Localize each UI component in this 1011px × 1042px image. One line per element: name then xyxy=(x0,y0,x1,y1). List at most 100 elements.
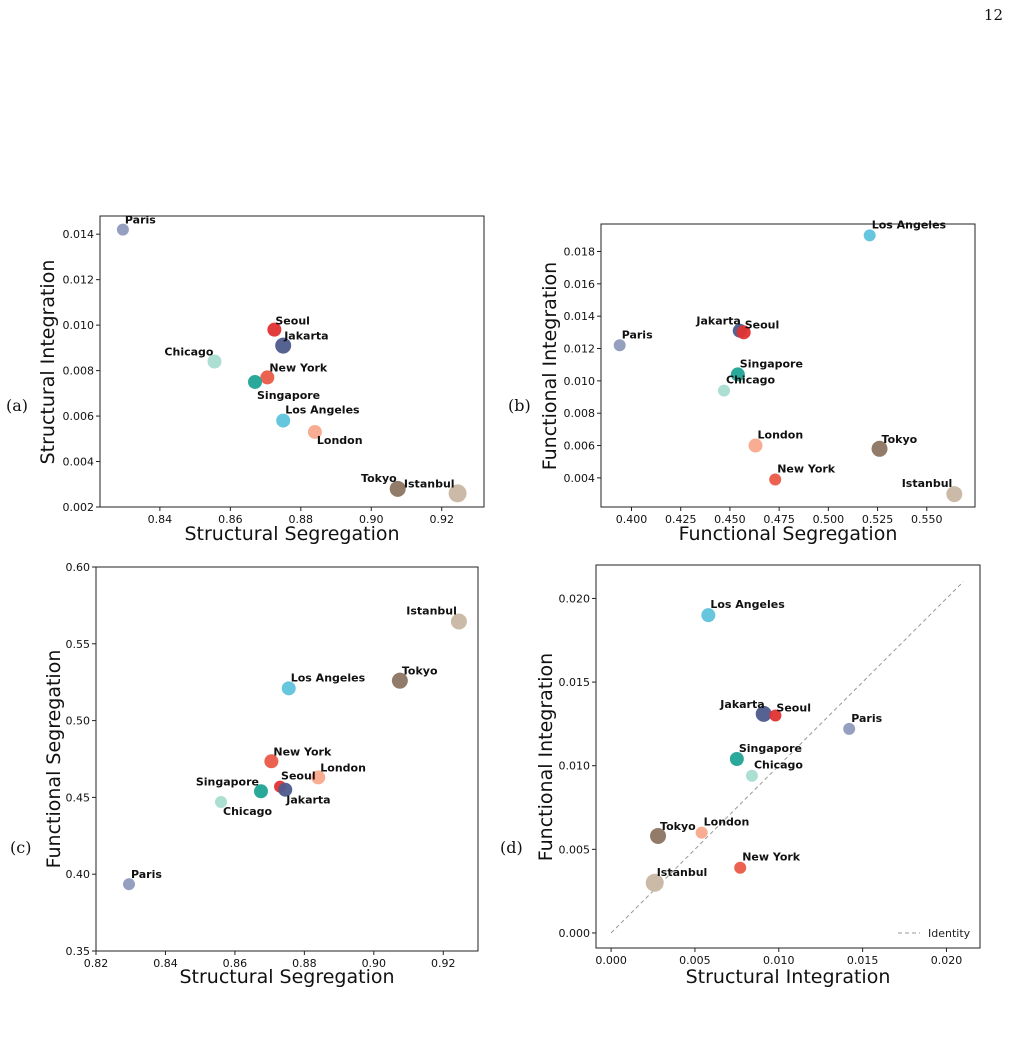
point-label-jakarta: Jakarta xyxy=(283,330,328,343)
point-label-jakarta: Jakarta xyxy=(695,315,740,328)
point-label-istanbul: Istanbul xyxy=(406,605,457,618)
x-tick-label: 0.000 xyxy=(595,954,627,967)
point-label-chicago: Chicago xyxy=(754,759,803,772)
panel-label-b: (b) xyxy=(508,396,531,415)
y-tick-label: 0.004 xyxy=(63,456,95,469)
point-label-paris: Paris xyxy=(125,214,156,227)
point-label-paris: Paris xyxy=(131,868,162,881)
point-label-los-angeles: Los Angeles xyxy=(285,404,360,417)
y-tick-label: 0.60 xyxy=(66,561,91,574)
point-label-seoul: Seoul xyxy=(281,770,316,783)
point-label-los-angeles: Los Angeles xyxy=(291,671,366,684)
y-tick-label: 0.014 xyxy=(63,228,95,241)
point-new-york xyxy=(734,861,747,874)
point-los-angeles xyxy=(276,413,291,428)
point-chicago xyxy=(215,796,228,809)
x-axis-title: Functional Segregation xyxy=(679,523,898,545)
panel-label-a: (a) xyxy=(6,396,29,415)
x-tick-label: 0.88 xyxy=(292,957,317,970)
point-chicago xyxy=(745,769,758,782)
point-singapore xyxy=(248,374,263,389)
y-tick-label: 0.008 xyxy=(564,407,596,420)
y-tick-label: 0.40 xyxy=(66,868,91,881)
y-tick-label: 0.010 xyxy=(564,375,596,388)
point-seoul xyxy=(736,325,751,340)
point-label-london: London xyxy=(320,761,366,774)
y-tick-label: 0.018 xyxy=(564,245,596,258)
y-tick-label: 0.016 xyxy=(564,278,596,291)
point-tokyo xyxy=(650,827,667,844)
point-label-paris: Paris xyxy=(622,328,653,341)
x-tick-label: 0.82 xyxy=(84,957,109,970)
x-tick-label: 0.90 xyxy=(362,957,387,970)
x-tick-label: 0.020 xyxy=(931,954,963,967)
point-paris xyxy=(122,878,135,891)
y-tick-label: 0.014 xyxy=(564,310,596,323)
y-axis-title: Functional Integration xyxy=(539,262,561,470)
x-tick-label: 0.525 xyxy=(862,513,894,526)
x-axis-title: Structural Segregation xyxy=(184,523,399,545)
point-istanbul xyxy=(645,873,664,892)
point-label-tokyo: Tokyo xyxy=(361,472,397,485)
point-tokyo xyxy=(389,480,406,497)
y-tick-label: 0.020 xyxy=(559,592,591,605)
x-tick-label: 0.475 xyxy=(763,513,795,526)
plot-frame xyxy=(595,564,981,949)
point-label-istanbul: Istanbul xyxy=(404,477,455,490)
point-label-paris: Paris xyxy=(851,712,882,725)
y-tick-label: 0.50 xyxy=(66,715,91,728)
point-label-tokyo: Tokyo xyxy=(882,433,918,446)
point-singapore xyxy=(253,784,268,799)
y-tick-label: 0.006 xyxy=(63,410,95,423)
y-tick-label: 0.004 xyxy=(564,472,596,485)
point-label-london: London xyxy=(704,816,750,829)
point-label-tokyo: Tokyo xyxy=(660,820,696,833)
point-singapore xyxy=(730,367,745,382)
point-label-london: London xyxy=(317,434,363,447)
point-los-angeles xyxy=(701,608,716,623)
x-tick-label: 0.400 xyxy=(616,513,648,526)
point-new-york xyxy=(264,754,279,769)
panel-label-c: (c) xyxy=(10,838,32,857)
identity-line xyxy=(610,581,964,934)
x-tick-label: 0.90 xyxy=(359,513,384,526)
y-tick-label: 0.35 xyxy=(66,945,91,958)
x-tick-label: 0.84 xyxy=(153,957,178,970)
point-label-istanbul: Istanbul xyxy=(902,477,953,490)
point-label-tokyo: Tokyo xyxy=(402,665,438,678)
x-tick-label: 0.86 xyxy=(218,513,243,526)
point-london xyxy=(748,438,763,453)
point-singapore xyxy=(729,752,744,767)
point-label-jakarta: Jakarta xyxy=(285,794,330,807)
point-london xyxy=(695,826,708,839)
point-seoul xyxy=(769,709,782,722)
x-tick-label: 0.005 xyxy=(679,954,711,967)
panel-label-d: (d) xyxy=(500,838,523,857)
point-label-chicago: Chicago xyxy=(223,805,272,818)
point-label-singapore: Singapore xyxy=(196,775,259,788)
point-tokyo xyxy=(871,440,888,457)
plot-frame xyxy=(95,566,479,952)
x-tick-label: 0.010 xyxy=(763,954,795,967)
x-tick-label: 0.550 xyxy=(911,513,943,526)
point-chicago xyxy=(207,354,222,369)
plot-frame xyxy=(99,215,485,508)
y-tick-label: 0.015 xyxy=(559,676,591,689)
point-label-jakarta: Jakarta xyxy=(719,698,764,711)
x-tick-label: 0.500 xyxy=(813,513,845,526)
y-axis-title: Functional Integration xyxy=(535,653,557,861)
y-axis-title: Structural Integration xyxy=(37,260,59,465)
y-tick-label: 0.012 xyxy=(63,274,95,287)
y-tick-label: 0.000 xyxy=(559,927,591,940)
point-los-angeles xyxy=(281,681,296,696)
point-label-chicago: Chicago xyxy=(726,374,775,387)
x-tick-label: 0.92 xyxy=(429,513,454,526)
x-tick-label: 0.015 xyxy=(847,954,879,967)
point-label-seoul: Seoul xyxy=(776,702,811,715)
point-jakarta xyxy=(278,782,293,797)
y-tick-label: 0.010 xyxy=(63,319,95,332)
point-label-new-york: New York xyxy=(777,463,836,476)
point-new-york xyxy=(769,473,782,486)
